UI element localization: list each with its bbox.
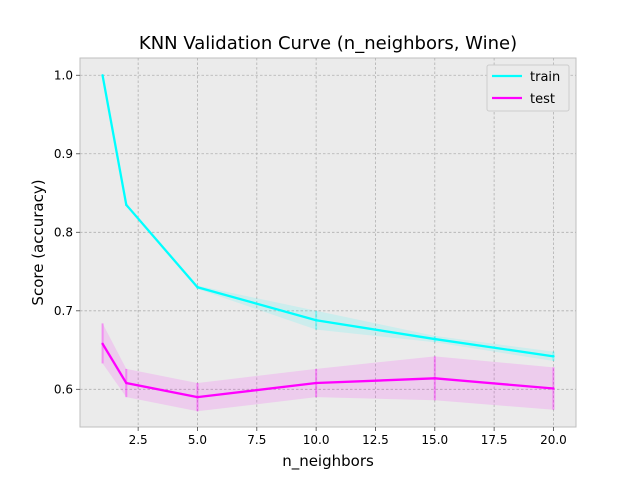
- x-tick-label: 20.0: [540, 433, 567, 447]
- plot-area: [79, 57, 577, 428]
- y-tick-label: 0.8: [54, 225, 73, 239]
- line-train: [101, 75, 554, 358]
- legend-label-test: test: [530, 92, 555, 107]
- point-train: [125, 203, 128, 207]
- point-train: [552, 355, 555, 358]
- series-lines: [101, 74, 555, 399]
- chart-title: KNN Validation Curve (n_neighbors, Wine): [139, 33, 517, 54]
- point-test: [196, 395, 199, 399]
- legend-label-train: train: [530, 70, 560, 85]
- x-tick-label: 15.0: [421, 433, 448, 447]
- point-train: [314, 319, 318, 322]
- x-tick-label: 2.5: [129, 433, 148, 447]
- point-test: [552, 387, 555, 390]
- x-axis-ticks: 2.5 5.0 7.5 10.0 12.5 15.0 17.5 20.0: [129, 427, 567, 447]
- y-tick-label: 0.9: [54, 147, 73, 161]
- y-tick-label: 0.6: [54, 382, 73, 396]
- point-train: [101, 74, 104, 77]
- legend: train test: [486, 64, 570, 112]
- x-tick-label: 7.5: [247, 433, 266, 447]
- y-tick-label: 1.0: [54, 68, 73, 82]
- y-axis-label: Score (accuracy): [29, 179, 47, 305]
- band-train: [102, 75, 554, 362]
- point-test: [314, 381, 318, 385]
- point-test: [101, 342, 104, 345]
- x-tick-label: 5.0: [188, 433, 207, 447]
- point-test: [433, 377, 436, 380]
- x-tick-label: 10.0: [303, 433, 330, 447]
- x-tick-label: 12.5: [362, 433, 389, 447]
- point-train: [196, 286, 199, 289]
- y-tick-label: 0.7: [54, 304, 73, 318]
- point-train: [433, 337, 436, 341]
- band-test: [102, 323, 554, 412]
- x-axis-label: n_neighbors: [282, 452, 374, 471]
- y-axis-ticks: 0.6 0.7 0.8 0.9 1.0: [54, 68, 80, 396]
- x-tick-label: 17.5: [481, 433, 508, 447]
- line-test: [101, 343, 554, 399]
- point-test: [125, 381, 128, 385]
